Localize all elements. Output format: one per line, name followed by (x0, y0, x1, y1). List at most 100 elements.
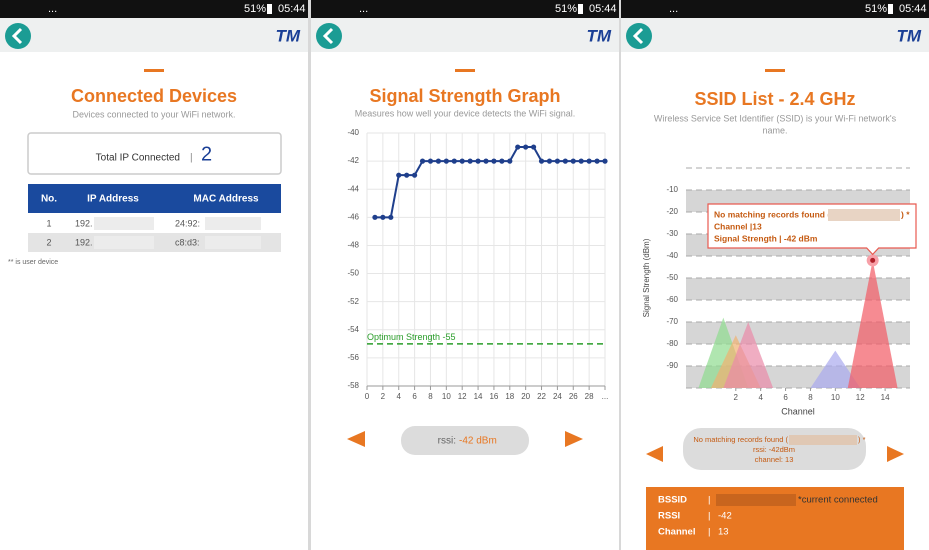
info-record: No matching records found ( (693, 435, 788, 444)
x-tick-label: 16 (489, 392, 498, 401)
next-arrow[interactable] (565, 431, 583, 447)
y-tick-label: -44 (347, 184, 359, 193)
signal-point (435, 158, 441, 164)
rssi-pill (401, 426, 529, 455)
signal-point (578, 158, 584, 164)
tooltip-channel: Channel |13 (714, 221, 762, 231)
signal-point (475, 158, 481, 164)
signal-point (451, 158, 457, 164)
row-number: 1 (46, 218, 51, 228)
signal-point (562, 158, 568, 164)
status-bar (0, 0, 308, 18)
prev-arrow[interactable] (347, 431, 365, 447)
reference-label: Optimum Strength -55 (367, 332, 456, 342)
time: 05:44 (899, 3, 927, 15)
band (686, 278, 910, 300)
signal-point (546, 158, 553, 164)
info-record-end: ) * (858, 435, 866, 444)
details-label: RSSI (658, 511, 680, 522)
x-tick-label: 24 (553, 392, 562, 401)
y-tick-label: -20 (666, 207, 678, 216)
y-tick-label: -30 (666, 229, 678, 238)
y-tick-label: -70 (666, 317, 678, 326)
tooltip-signal: Signal Strength | -42 dBm (714, 233, 818, 243)
details-label: Channel (658, 527, 695, 538)
blurred (828, 209, 900, 221)
back-button[interactable] (5, 23, 31, 49)
rssi-label: rssi: (438, 436, 456, 447)
x-axis-label: Channel (781, 406, 815, 416)
signal-point (531, 144, 537, 150)
blurred (205, 217, 261, 230)
panel (311, 0, 619, 550)
header-bar (0, 18, 308, 52)
network-signal (810, 350, 861, 388)
header-bar (311, 18, 619, 52)
signal-point (483, 158, 489, 164)
details-separator: | (708, 495, 710, 506)
x-tick-label: 10 (831, 393, 840, 402)
x-tick-label: 4 (397, 392, 402, 401)
page-title: Connected Devices (71, 86, 237, 106)
status-dots: ... (359, 3, 368, 15)
x-tick-label: 12 (856, 393, 865, 402)
blurred (789, 435, 857, 445)
page-title: Signal Strength Graph (369, 86, 560, 106)
battery-icon (578, 4, 583, 14)
x-tick-label: 2 (381, 392, 386, 401)
signal-point (594, 158, 600, 164)
mac-address: 24:92: (175, 218, 200, 228)
network-signal (847, 260, 898, 388)
back-button[interactable] (316, 23, 342, 49)
y-tick-label: -58 (347, 381, 359, 390)
table-header-cell: MAC Address (193, 194, 259, 205)
signal-point (404, 172, 410, 178)
x-tick-label: 22 (537, 392, 546, 401)
y-axis-label: Signal Strength (dBm) (642, 238, 651, 317)
battery: 51% (244, 3, 266, 15)
signal-point (412, 172, 418, 178)
signal-point (427, 158, 434, 164)
x-tick-label: 14 (881, 393, 890, 402)
next-arrow[interactable] (887, 446, 904, 462)
details-value: 13 (718, 527, 729, 538)
back-chevron (11, 27, 23, 45)
signal-point (388, 214, 394, 220)
x-tick-label: 12 (458, 392, 467, 401)
signal-point (380, 214, 386, 220)
signal-point (491, 158, 497, 164)
ip-address: 192. (75, 237, 93, 247)
blurred (205, 236, 261, 249)
signal-point (523, 144, 529, 150)
title-dash (144, 69, 164, 72)
status-bar (311, 0, 619, 18)
signal-point (515, 144, 521, 150)
status-bar (621, 0, 929, 18)
mac-address: c8:d3: (175, 237, 200, 247)
page-subtitle: Wireless Service Set Identifier (SSID) i… (654, 113, 897, 123)
header-bar (621, 18, 929, 52)
row-number: 2 (46, 237, 51, 247)
y-tick-label: -90 (666, 361, 678, 370)
y-tick-label: -80 (666, 339, 678, 348)
signal-point (419, 158, 426, 164)
signal-point (459, 158, 465, 164)
y-tick-label: -10 (666, 185, 678, 194)
total-separator: | (190, 153, 193, 164)
x-tick-label: 6 (783, 393, 788, 402)
tooltip-record: No matching records found ( (714, 209, 830, 219)
signal-point (586, 158, 592, 164)
title-dash (765, 69, 785, 72)
x-tick-label: ... (602, 392, 609, 401)
total-label: Total IP Connected (96, 153, 180, 164)
table-header-cell: No. (41, 194, 57, 205)
logo: TM (586, 26, 611, 45)
highlight-point (870, 257, 876, 263)
page-subtitle: name. (762, 125, 787, 135)
details-label: BSSID (658, 495, 687, 506)
x-tick-label: 8 (428, 392, 433, 401)
back-button[interactable] (626, 23, 652, 49)
battery: 51% (555, 3, 577, 15)
prev-arrow[interactable] (646, 446, 663, 462)
